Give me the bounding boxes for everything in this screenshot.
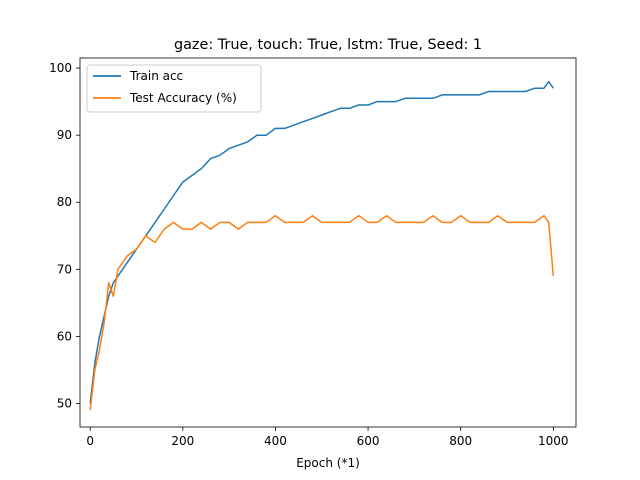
x-tick-label: 0 <box>86 434 94 448</box>
plot-area <box>89 80 555 411</box>
chart-title: gaze: True, touch: True, lstm: True, See… <box>174 37 482 53</box>
x-tick-label: 400 <box>264 434 287 448</box>
axes-frame <box>79 57 577 428</box>
y-tick-label: 60 <box>57 329 72 343</box>
y-tick-label: 90 <box>57 128 72 142</box>
x-axis: 0 200 400 600 800 1000 <box>86 427 569 448</box>
y-tick-label: 50 <box>57 397 72 411</box>
y-tick-label: 80 <box>57 195 72 209</box>
legend-box <box>86 64 262 113</box>
series-line-1 <box>89 214 555 411</box>
x-tick-label: 800 <box>449 434 472 448</box>
x-tick-label: 600 <box>357 434 380 448</box>
legend-label-train-acc: Train acc <box>129 69 183 83</box>
y-axis: 50 60 70 80 90 100 <box>49 61 80 411</box>
x-tick-label: 200 <box>171 434 194 448</box>
x-tick-label: 1000 <box>538 434 569 448</box>
y-tick-label: 100 <box>49 61 72 75</box>
legend-label-test-accuracy: Test Accuracy (%) <box>129 91 237 105</box>
x-axis-label: Epoch (*1) <box>296 456 360 470</box>
y-tick-label: 70 <box>57 262 72 276</box>
legend: Train acc Test Accuracy (%) <box>86 64 262 113</box>
